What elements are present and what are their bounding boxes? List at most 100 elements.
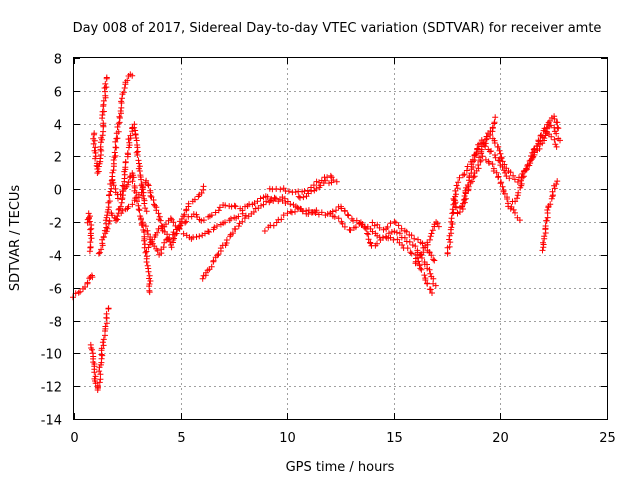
data-point (124, 77, 131, 84)
data-point (549, 188, 556, 195)
x-tick-label: 10 (279, 431, 296, 446)
data-point (106, 198, 113, 205)
data-point (547, 201, 554, 208)
data-point (403, 228, 410, 235)
data-point (489, 161, 496, 168)
data-point (142, 205, 149, 212)
data-point (548, 133, 555, 140)
data-point (263, 198, 270, 205)
data-point (475, 162, 482, 168)
data-point (168, 244, 175, 251)
data-point (112, 138, 119, 145)
plot-frame (73, 57, 608, 420)
data-point (464, 163, 471, 170)
data-point (421, 272, 428, 279)
data-point (271, 194, 278, 201)
data-point (287, 201, 294, 208)
data-point (111, 149, 118, 156)
data-point (416, 262, 423, 269)
data-point (139, 222, 146, 228)
data-point (455, 179, 462, 186)
x-tick-label: 15 (386, 431, 403, 446)
data-point (143, 208, 150, 215)
data-point (422, 242, 429, 249)
data-point (120, 89, 127, 96)
data-point (313, 207, 320, 214)
data-point (469, 178, 475, 185)
data-point (110, 182, 117, 189)
data-point (511, 176, 518, 183)
data-point (369, 219, 376, 226)
data-point (304, 187, 311, 194)
data-point (299, 208, 306, 215)
data-point (459, 203, 466, 210)
data-point (554, 178, 561, 185)
data-point (371, 222, 378, 229)
data-point (236, 220, 243, 227)
data-point (144, 227, 151, 234)
data-point (363, 225, 370, 232)
chart-title: Day 008 of 2017, Sidereal Day-to-day VTE… (73, 21, 602, 36)
data-point (183, 218, 190, 225)
data-point (105, 199, 112, 206)
data-point (432, 282, 439, 289)
data-point (105, 206, 112, 213)
data-point (557, 137, 563, 144)
data-point (553, 143, 560, 150)
data-point (125, 203, 132, 210)
data-point (341, 223, 348, 230)
data-point (426, 266, 433, 273)
data-point (285, 188, 292, 195)
data-point (547, 122, 554, 129)
data-point (512, 198, 519, 205)
data-point (132, 195, 139, 202)
data-point (229, 230, 236, 237)
data-point (551, 136, 558, 143)
data-point (470, 164, 477, 170)
data-point (85, 215, 92, 222)
data-point (166, 234, 173, 241)
data-point (335, 215, 342, 222)
data-point (153, 207, 160, 214)
data-point (163, 236, 170, 243)
data-point (103, 84, 110, 91)
data-point (100, 336, 107, 343)
data-point (170, 229, 177, 236)
data-point (447, 239, 454, 246)
data-point (135, 206, 142, 213)
data-point (317, 182, 324, 189)
data-point (216, 204, 223, 211)
data-point (180, 213, 187, 220)
data-point (167, 238, 173, 245)
data-point (478, 146, 485, 153)
data-point (143, 259, 150, 265)
data-point (497, 180, 504, 187)
data-point (300, 194, 307, 201)
data-point (430, 256, 437, 263)
data-point (427, 270, 434, 277)
data-point (235, 223, 242, 230)
data-point (145, 181, 151, 188)
data-point (90, 140, 97, 147)
data-point (215, 251, 222, 258)
data-point (250, 209, 257, 215)
data-point (518, 180, 525, 187)
data-point (515, 189, 522, 196)
data-point (449, 206, 456, 213)
y-axis-label: SDTVAR / TECUs (8, 185, 23, 292)
data-point (435, 223, 442, 230)
data-point (384, 224, 391, 230)
data-point (154, 229, 161, 236)
data-point (338, 205, 345, 212)
data-point (191, 196, 198, 203)
data-point (113, 217, 119, 224)
data-point (114, 124, 121, 130)
y-tick-label: -12 (41, 381, 62, 396)
data-point (308, 188, 315, 195)
data-point (539, 247, 546, 254)
data-point (98, 246, 105, 253)
data-point (478, 137, 485, 144)
x-tick-label: 5 (177, 431, 185, 446)
data-point (476, 154, 482, 161)
